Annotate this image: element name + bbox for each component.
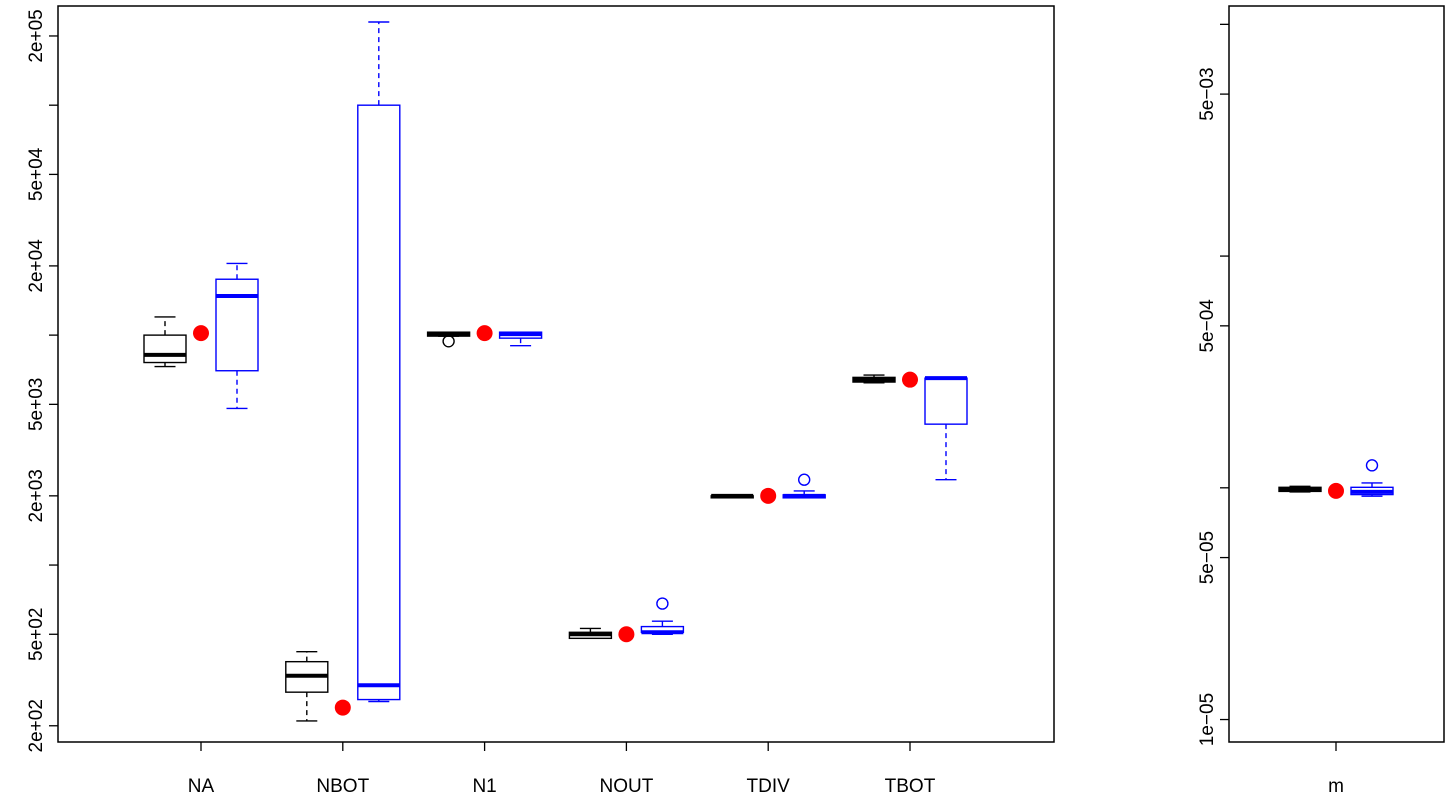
outlier-point [798, 473, 811, 486]
y-tick-label: 2e+05 [26, 9, 47, 62]
y-tick-label: 5e−03 [1197, 67, 1218, 120]
box-black [143, 316, 187, 368]
outlier-point [1365, 459, 1379, 472]
box-iqr [215, 278, 259, 372]
box-black [1278, 485, 1322, 493]
box-black [852, 374, 896, 384]
y-tick-label: 2e+02 [26, 699, 47, 752]
box-blue [924, 376, 968, 481]
box-iqr [143, 334, 187, 364]
box-iqr [924, 377, 968, 425]
box-blue [640, 597, 685, 635]
reference-point [193, 325, 209, 342]
x-tick-label: NOUT [599, 776, 653, 797]
outlier-point [656, 597, 669, 610]
y-tick-label: 2e+03 [26, 469, 47, 522]
x-tick-label: m [1328, 776, 1344, 797]
box-iqr [357, 104, 401, 701]
box-blue [1350, 459, 1394, 497]
box-black [426, 331, 471, 348]
x-tick-label: N1 [472, 776, 496, 797]
x-tick-label: NBOT [316, 776, 369, 797]
x-tick-label: NA [188, 776, 215, 797]
reference-point [618, 626, 635, 643]
box-blue [215, 262, 259, 410]
box-black [285, 650, 329, 722]
plot-frame [57, 5, 1055, 743]
reference-point [902, 371, 918, 388]
y-tick-label: 1e−05 [1197, 693, 1218, 746]
y-tick-label: 2e+04 [26, 239, 47, 293]
box-blue [498, 331, 543, 347]
y-tick-label: 5e−05 [1197, 531, 1218, 584]
box-black [710, 493, 754, 499]
box-blue [782, 473, 826, 499]
reference-point [1328, 482, 1344, 499]
outlier-point [442, 335, 455, 348]
reference-point [760, 487, 777, 504]
y-tick-label: 5e+02 [26, 608, 47, 661]
box-blue [357, 21, 401, 703]
x-tick-label: TDIV [747, 776, 791, 797]
x-tick-label: TBOT [885, 776, 936, 797]
reference-point [476, 325, 493, 342]
y-tick-label: 5e−04 [1197, 299, 1218, 353]
box-black [568, 627, 613, 640]
panel-right: 1e−05 5e−05 5e−04 5e−03 m [1197, 5, 1445, 797]
y-tick-label: 5e+04 [26, 147, 47, 201]
y-tick-label: 5e+03 [26, 378, 47, 431]
plot-frame [1228, 5, 1445, 743]
panel-left: 2e+02 5e+02 2e+03 5e+03 2e+04 5e+04 2e+05 NA NBO… [26, 5, 1055, 797]
reference-point [334, 699, 351, 716]
